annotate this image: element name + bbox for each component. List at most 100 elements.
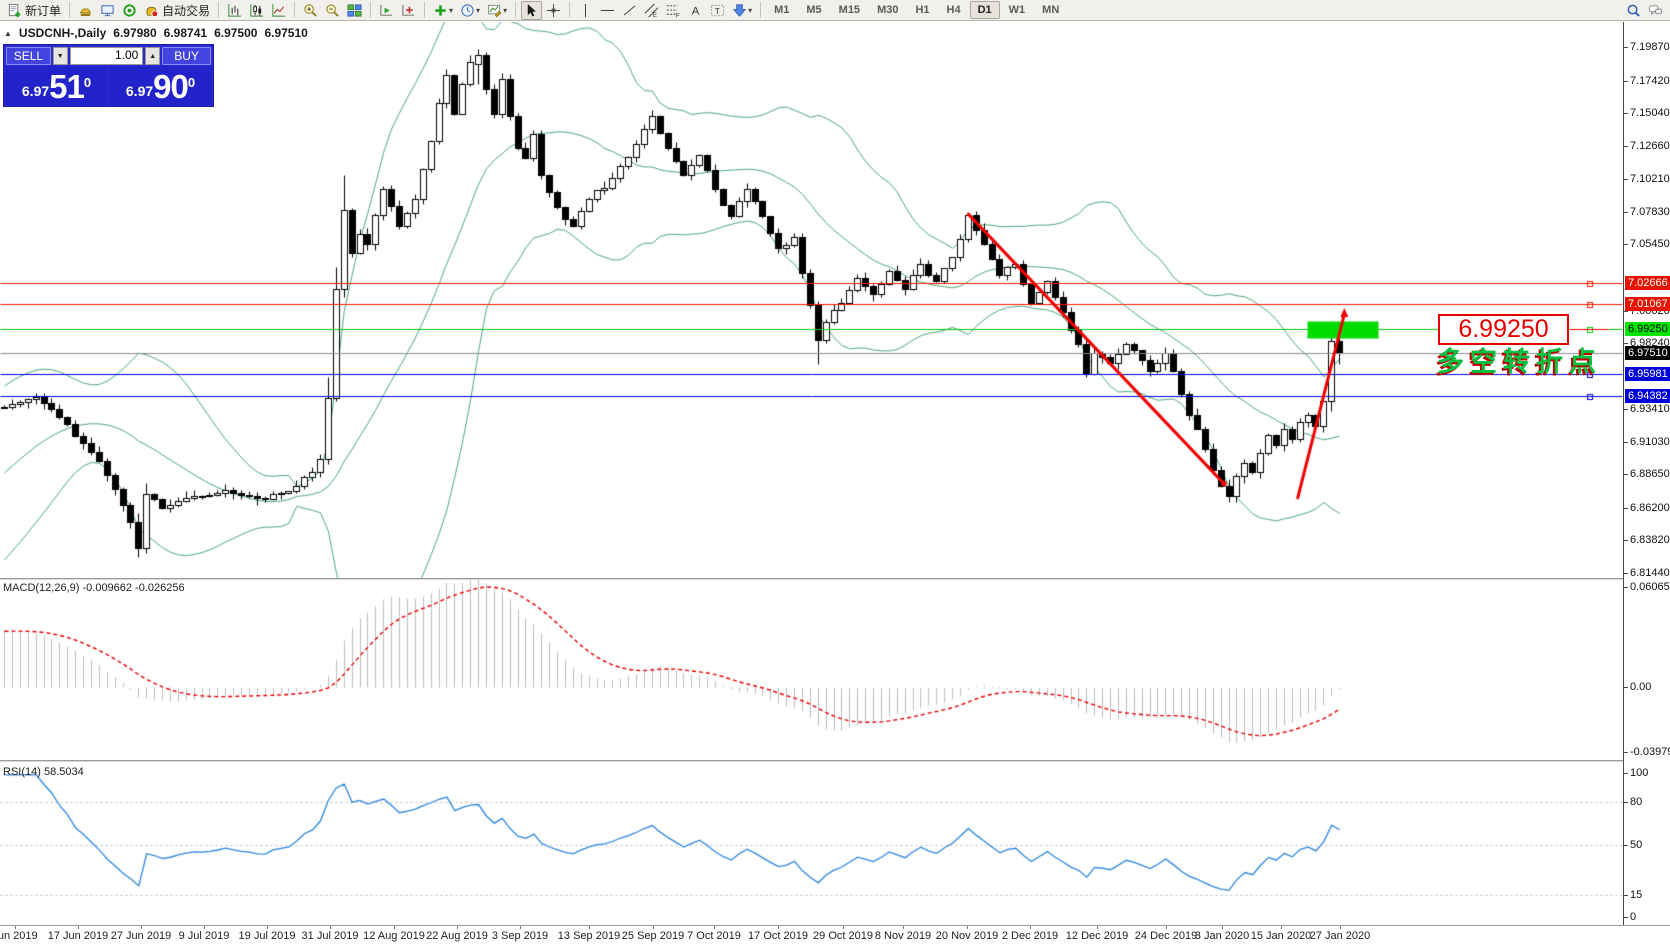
date-tick-mark (653, 926, 654, 929)
date-label: 3 Jan 2020 (1194, 930, 1250, 942)
fibonacci-button[interactable]: F (663, 1, 684, 20)
date-tick-mark (778, 926, 779, 929)
tick-mark (1624, 474, 1628, 476)
macd-label: MACD(12,26,9) -0.009662 -0.026256 (3, 582, 185, 594)
timeframe-d1-button[interactable]: D1 (969, 1, 1000, 19)
tile-windows-button[interactable] (344, 1, 365, 20)
buy-button[interactable]: BUY (162, 46, 211, 65)
crosshair-button[interactable] (543, 1, 564, 20)
periods-button[interactable]: ▾ (457, 1, 483, 20)
rsi-tick-label: 100 (1630, 766, 1649, 779)
timeframe-mn-button[interactable]: MN (1042, 4, 1060, 16)
tick-mark (1624, 772, 1628, 774)
timeframe-m5-button[interactable]: M5 (806, 4, 822, 16)
buy-price-display[interactable]: 6.97 90 0 (109, 66, 212, 105)
indicators-icon (433, 3, 448, 18)
macd-pane-canvas[interactable] (0, 580, 1623, 760)
sell-price-display[interactable]: 6.97 51 0 (5, 66, 108, 105)
pivot-note-text[interactable]: 多空转折点 (1437, 347, 1602, 377)
chat-button[interactable] (1645, 1, 1666, 20)
timeframe-m30-button[interactable]: M30 (877, 4, 899, 16)
channel-button[interactable]: E (641, 1, 662, 20)
price-callout-label[interactable]: 6.99250 (1438, 314, 1569, 345)
date-tick-mark (1340, 926, 1341, 929)
templates-icon (487, 3, 502, 18)
zoom-out-button[interactable] (322, 1, 343, 20)
price-tick-label: 6.91030 (1630, 435, 1670, 448)
toolbar-separator (569, 2, 571, 18)
price-tick-label: 7.17420 (1630, 74, 1670, 87)
tick-mark (1624, 211, 1628, 213)
indicators-button[interactable]: ▾ (430, 1, 456, 20)
bar-chart-button[interactable] (224, 1, 245, 20)
date-label: 27 Jan 2020 (1309, 930, 1371, 942)
pane-divider-macd[interactable] (0, 578, 1670, 580)
chart-shift-button[interactable] (398, 1, 419, 20)
cursor-button[interactable] (521, 0, 543, 20)
timeframe-w1-button[interactable]: W1 (1008, 4, 1026, 16)
zoom-in-button[interactable] (300, 1, 321, 20)
price-tag-7.01067: 7.01067 (1625, 297, 1670, 312)
pane-divider-rsi[interactable] (0, 760, 1670, 762)
date-label: 9 Jul 2019 (178, 930, 230, 942)
line-chart-button[interactable] (268, 1, 289, 20)
navigator-button[interactable] (119, 1, 140, 20)
volume-decrease-button[interactable]: ▼ (52, 46, 68, 65)
date-label: 13 Sep 2019 (557, 930, 621, 942)
main-chart-canvas[interactable] (0, 22, 1623, 578)
date-tick-mark (1281, 926, 1282, 929)
new-order-button[interactable]: 新订单 (4, 1, 64, 20)
timeframe-h1-button[interactable]: H1 (915, 4, 930, 16)
macd-name: MACD(12,26,9) (3, 582, 80, 594)
symbol-search-button[interactable] (1623, 1, 1644, 20)
text-button[interactable]: A (685, 1, 706, 20)
cursor-icon (524, 3, 539, 18)
price-tick-label: 7.19870 (1630, 41, 1670, 54)
price-tag-6.95981: 6.95981 (1625, 367, 1670, 382)
timeframe-m1-button[interactable]: M1 (774, 4, 790, 16)
price-axis[interactable]: 7.19870 7.17420 7.15040 7.12660 7.10210 7.078… (1623, 22, 1670, 925)
autotrading-button[interactable]: 自动交易 (141, 1, 213, 20)
volume-increase-button[interactable]: ▲ (145, 46, 161, 65)
timeframe-m15-button[interactable]: M15 (838, 4, 861, 16)
trendline-button[interactable] (619, 1, 640, 20)
date-label: Jun 2019 (0, 930, 38, 942)
tile-windows-icon (347, 3, 362, 18)
timeframe-h4-button[interactable]: H4 (946, 4, 961, 16)
horizontal-line-button[interactable] (597, 1, 618, 20)
data-window-button[interactable] (97, 1, 118, 20)
price-tick-label: 7.15040 (1630, 107, 1670, 120)
date-label: 19 Jul 2019 (238, 930, 296, 942)
date-label: 24 Dec 2019 (1134, 930, 1198, 942)
rsi-tick-label: 15 (1630, 889, 1643, 902)
templates-button[interactable]: ▾ (484, 1, 510, 20)
buy-price-base: 6.97 (125, 83, 154, 99)
date-tick-mark (1222, 926, 1223, 929)
auto-scroll-button[interactable] (376, 1, 397, 20)
chart-shift-icon (401, 3, 416, 18)
candlestick-chart-button[interactable] (246, 1, 267, 20)
date-label: 12 Aug 2019 (363, 930, 425, 942)
navigator-icon (122, 3, 137, 18)
tick-mark (1624, 47, 1628, 49)
market-watch-button[interactable] (75, 1, 96, 20)
vertical-line-button[interactable] (575, 1, 596, 20)
date-tick-mark (15, 926, 16, 929)
toolbar-border (0, 21, 1670, 22)
price-tag-6.97510: 6.97510 (1625, 346, 1670, 361)
tick-mark (1624, 686, 1628, 688)
volume-input[interactable]: 1.00 (69, 46, 144, 65)
symbol-header: ▲ USDCNH-,Daily 6.97980 6.98741 6.97500 … (4, 26, 308, 40)
shapes-button[interactable]: ▾ (729, 1, 755, 20)
rsi-pane-canvas[interactable] (0, 762, 1623, 925)
collapse-panel-icon[interactable]: ▲ (4, 28, 12, 38)
macd-values: -0.009662 -0.026256 (82, 582, 185, 594)
sell-button[interactable]: SELL (6, 46, 51, 65)
toolbar-separator (760, 2, 762, 18)
date-label: 31 Jul 2019 (301, 930, 359, 942)
macd-tick-label: -0.039792 (1630, 746, 1670, 759)
price-tag-6.99250: 6.99250 (1625, 322, 1670, 337)
label-button[interactable]: T (707, 1, 728, 20)
new-order-icon (7, 3, 22, 18)
